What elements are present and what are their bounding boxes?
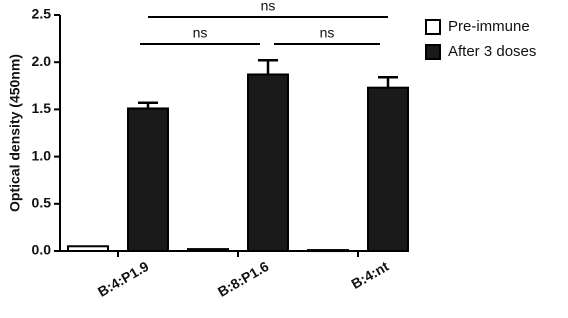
y-tick-label: 2.0 [32,53,52,69]
bar [67,245,109,252]
legend-swatch [425,19,441,35]
legend-label: Pre-immune [448,18,530,35]
x-tick-label: B:8:P1.6 [215,258,272,300]
error-bar [258,59,278,75]
x-tick-label: B:4:P1.9 [95,258,152,300]
y-tick-label: 1.0 [32,147,52,163]
y-axis-label: Optical density (450nm) [7,54,23,212]
significance-label: ns [320,25,335,41]
legend-label: After 3 doses [448,43,536,60]
error-bar [378,76,398,88]
y-tick-label: 1.5 [32,100,52,116]
bar [187,248,229,252]
x-tick-label: B:4:nt [348,258,391,292]
significance-label: ns [193,25,208,41]
bar [247,73,289,252]
bar [127,107,169,253]
bar [367,86,409,252]
significance-label: ns [261,0,276,14]
y-tick-label: 0.0 [32,242,52,258]
legend-swatch [425,44,441,60]
bar [307,249,349,253]
y-tick-label: 2.5 [32,6,52,22]
y-tick-label: 0.5 [32,195,52,211]
